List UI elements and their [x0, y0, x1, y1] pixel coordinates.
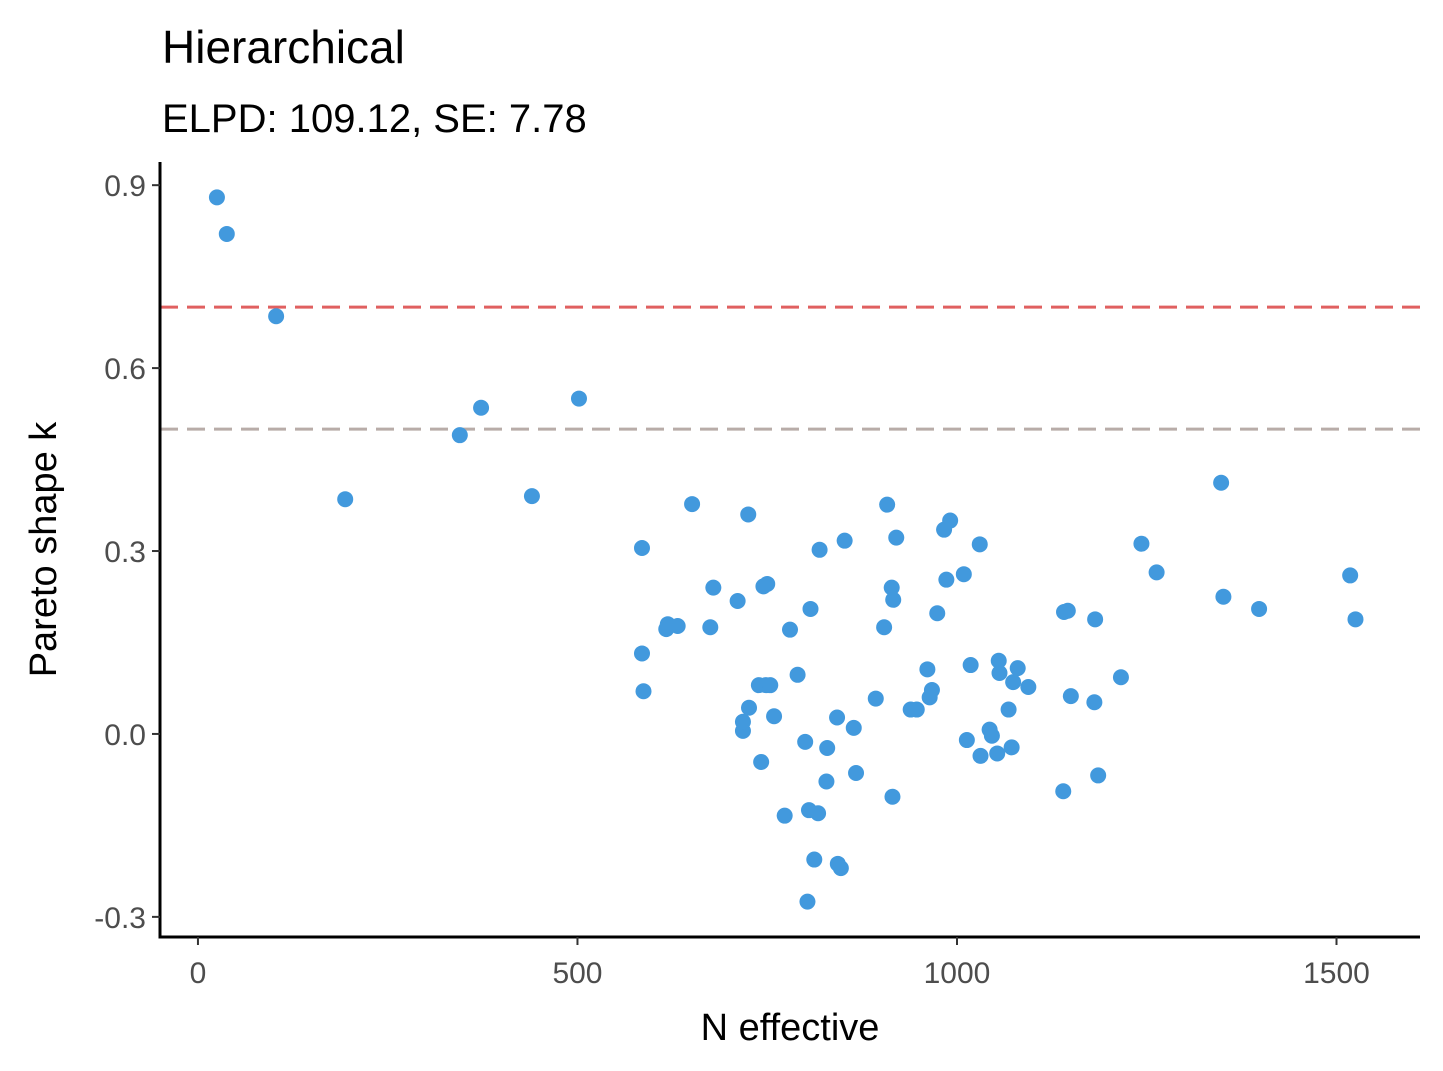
data-point — [776, 807, 793, 824]
data-point — [1112, 669, 1129, 686]
data-point — [797, 733, 814, 750]
data-point — [268, 308, 285, 325]
data-point — [762, 677, 779, 694]
data-point — [635, 683, 652, 700]
data-point — [818, 773, 835, 790]
data-point — [1055, 783, 1072, 800]
data-point — [208, 189, 225, 206]
data-point — [885, 591, 902, 608]
data-point — [1213, 474, 1230, 491]
data-point — [669, 618, 686, 635]
data-point — [1086, 694, 1103, 711]
data-point — [990, 652, 1007, 669]
data-point — [729, 593, 746, 610]
data-point — [867, 690, 884, 707]
x-tick-label: 1500 — [1303, 957, 1370, 990]
data-point — [741, 699, 758, 716]
y-tick-label: 0.9 — [104, 170, 146, 203]
data-point — [753, 754, 770, 770]
data-point — [958, 732, 975, 749]
data-point — [1059, 602, 1076, 619]
data-point — [1003, 739, 1020, 756]
data-point — [337, 491, 354, 508]
x-tick-label: 1000 — [924, 957, 991, 990]
data-point — [705, 579, 722, 596]
data-point — [1062, 688, 1079, 705]
data-point — [740, 506, 757, 523]
y-axis-title: Pareto shape k — [23, 421, 65, 678]
chart-title: Hierarchical — [162, 21, 405, 73]
reference-lines — [160, 305, 1420, 431]
data-point — [929, 605, 946, 622]
data-points — [208, 189, 1364, 910]
data-point — [876, 619, 893, 636]
data-point — [702, 619, 719, 636]
data-point — [1005, 674, 1022, 691]
data-point — [883, 579, 900, 596]
data-point — [888, 529, 905, 546]
y-tick-label: 0.3 — [104, 536, 146, 569]
data-point — [938, 571, 955, 588]
data-point — [1090, 767, 1107, 784]
data-point — [991, 664, 1008, 681]
data-point — [1148, 564, 1165, 581]
x-tick-label: 0 — [190, 957, 207, 990]
data-point — [473, 399, 490, 416]
data-point — [1000, 701, 1017, 718]
data-point — [451, 427, 468, 444]
data-point — [802, 600, 819, 617]
data-point — [884, 788, 901, 805]
data-point — [1087, 611, 1104, 628]
data-point — [633, 539, 650, 556]
data-point — [879, 496, 896, 513]
y-tick-label: 0.0 — [104, 719, 146, 752]
data-point — [1347, 611, 1364, 628]
data-point — [1215, 588, 1232, 605]
data-point — [789, 666, 806, 683]
data-point — [983, 727, 1000, 744]
data-point — [759, 575, 776, 592]
data-point — [570, 390, 587, 407]
data-point — [955, 566, 972, 583]
data-point — [806, 851, 823, 868]
data-point — [972, 747, 989, 764]
data-point — [923, 682, 940, 699]
data-point — [811, 541, 828, 558]
data-point — [1251, 600, 1268, 617]
data-point — [989, 745, 1006, 762]
data-point — [829, 709, 846, 726]
data-point — [734, 713, 751, 730]
y-axis-ticks: -0.3 0.0 0.3 0.6 0.9 — [94, 170, 160, 935]
x-axis-ticks: 0 500 1000 1500 — [190, 937, 1370, 990]
data-point — [218, 225, 235, 242]
data-point — [942, 512, 959, 529]
data-point — [908, 701, 925, 718]
data-point — [1020, 679, 1037, 695]
y-tick-label: 0.6 — [104, 353, 146, 386]
x-tick-label: 500 — [552, 957, 602, 990]
data-point — [684, 496, 701, 513]
data-point — [819, 739, 836, 756]
y-tick-label: -0.3 — [94, 902, 146, 935]
data-point — [962, 657, 979, 674]
data-point — [971, 536, 988, 553]
data-point — [782, 621, 798, 638]
data-point — [832, 860, 849, 877]
data-point — [919, 661, 936, 678]
data-point — [845, 719, 862, 736]
data-point — [848, 764, 865, 781]
data-point — [799, 893, 816, 910]
chart-subtitle: ELPD: 109.12, SE: 7.78 — [162, 97, 587, 141]
data-point — [766, 708, 783, 725]
data-point — [1342, 567, 1359, 584]
data-point — [836, 532, 853, 549]
data-point — [1133, 535, 1150, 552]
data-point — [523, 488, 540, 505]
x-axis-title: N effective — [701, 1007, 880, 1049]
data-point — [1009, 660, 1026, 677]
data-point — [633, 645, 650, 662]
data-point — [810, 805, 827, 822]
